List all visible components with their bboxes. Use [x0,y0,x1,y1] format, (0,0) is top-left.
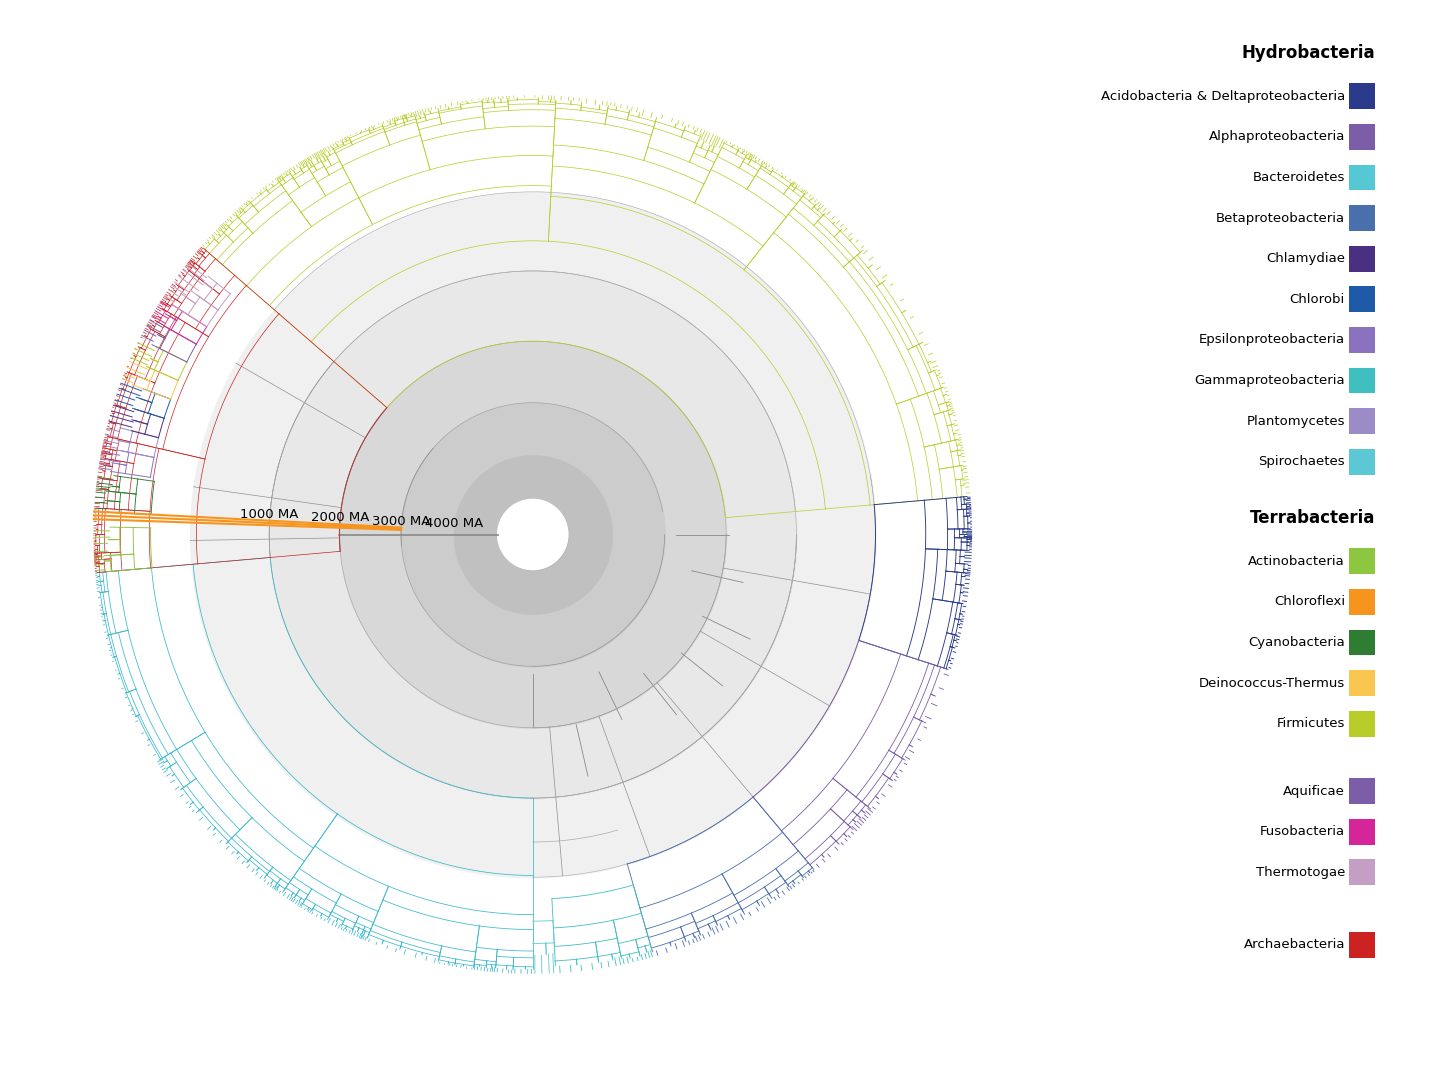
Text: Chloroflexi: Chloroflexi [1274,595,1345,608]
Text: 4000 MA: 4000 MA [425,517,482,530]
Text: Firmicutes: Firmicutes [1277,717,1345,730]
Bar [1349,327,1375,353]
Polygon shape [498,499,567,570]
Bar [1349,205,1375,231]
Bar [1349,449,1375,475]
Text: Spirochaetes: Spirochaetes [1259,455,1345,468]
Text: Aquificae: Aquificae [1283,785,1345,797]
Text: Hydrobacteria: Hydrobacteria [1241,45,1375,62]
Text: Chlorobi: Chlorobi [1290,293,1345,306]
Text: Epsilonproteobacteria: Epsilonproteobacteria [1200,334,1345,346]
Bar [1349,859,1375,885]
Text: 2000 MA: 2000 MA [311,511,369,525]
Text: Gammaproteobacteria: Gammaproteobacteria [1194,374,1345,387]
Bar [1349,819,1375,845]
Text: Alphaproteobacteria: Alphaproteobacteria [1208,130,1345,143]
Bar [1349,246,1375,272]
Text: Cyanobacteria: Cyanobacteria [1248,636,1345,649]
Bar [1349,932,1375,958]
Text: Archaebacteria: Archaebacteria [1244,939,1345,951]
Text: Deinococcus-Thermus: Deinococcus-Thermus [1198,677,1345,690]
Bar [1349,548,1375,574]
Text: Fusobacteria: Fusobacteria [1260,825,1345,838]
Bar [1349,368,1375,393]
Bar [1349,83,1375,109]
Bar [1349,165,1375,190]
Bar [1349,670,1375,696]
Bar [1349,124,1375,150]
Text: Plantomycetes: Plantomycetes [1247,415,1345,428]
Bar [1349,778,1375,804]
Bar [1349,589,1375,615]
Bar [1349,286,1375,312]
Text: Chlamydiae: Chlamydiae [1266,252,1345,265]
Text: Actinobacteria: Actinobacteria [1248,555,1345,568]
Bar [1349,711,1375,737]
Text: 1000 MA: 1000 MA [240,508,298,521]
Text: Bacteroidetes: Bacteroidetes [1253,171,1345,184]
Text: Betaproteobacteria: Betaproteobacteria [1215,212,1345,224]
Text: Acidobacteria & Deltaproteobacteria: Acidobacteria & Deltaproteobacteria [1100,90,1345,103]
Bar [1349,630,1375,655]
Text: 3000 MA: 3000 MA [372,514,431,528]
Text: Terrabacteria: Terrabacteria [1250,510,1375,527]
Text: Thermotogae: Thermotogae [1256,866,1345,879]
Bar [1349,408,1375,434]
